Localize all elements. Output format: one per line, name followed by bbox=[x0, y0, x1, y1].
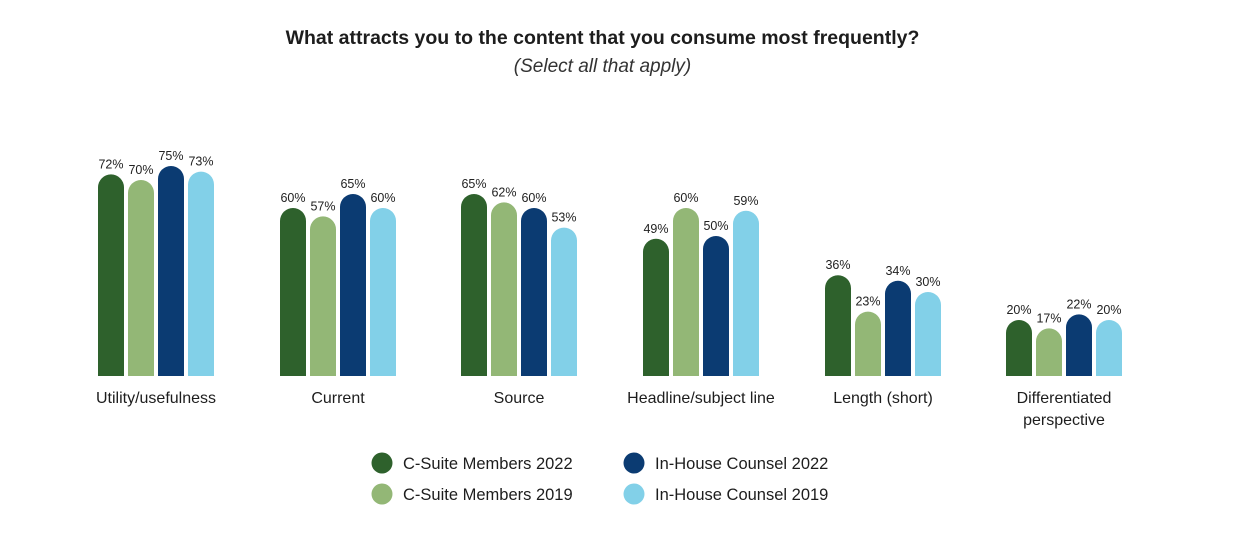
data-label: 36% bbox=[825, 258, 850, 272]
bar bbox=[521, 208, 547, 376]
category-label: Differentiated perspective bbox=[1017, 390, 1112, 429]
data-label: 30% bbox=[915, 275, 940, 289]
bar bbox=[885, 280, 911, 376]
category-label-line: Utility/usefulness bbox=[96, 390, 216, 407]
legend-item: C-Suite Members 2022 bbox=[371, 452, 573, 474]
bar bbox=[643, 238, 669, 376]
data-label: 62% bbox=[491, 185, 516, 199]
chart-subtitle: (Select all that apply) bbox=[513, 56, 692, 77]
category-label-line: Length (short) bbox=[833, 390, 933, 407]
data-label: 22% bbox=[1066, 297, 1091, 311]
bar bbox=[370, 208, 396, 376]
data-label: 20% bbox=[1006, 303, 1031, 317]
category-label-line: perspective bbox=[1023, 412, 1105, 429]
data-label: 73% bbox=[188, 155, 213, 169]
data-label: 50% bbox=[703, 219, 728, 233]
bar-group: 65% 62% 60% 53% Source bbox=[461, 177, 577, 407]
category-label-line: Source bbox=[494, 390, 545, 407]
bar bbox=[915, 292, 941, 376]
bar bbox=[310, 216, 336, 376]
category-label-line: Current bbox=[311, 390, 365, 407]
bar bbox=[1036, 328, 1062, 376]
data-label: 49% bbox=[643, 222, 668, 236]
bar-group: 36% 23% 34% 30% Length (short) bbox=[825, 258, 941, 407]
data-label: 17% bbox=[1036, 311, 1061, 325]
bar bbox=[673, 208, 699, 376]
data-label: 65% bbox=[461, 177, 486, 191]
bar bbox=[703, 236, 729, 376]
legend-label: C-Suite Members 2019 bbox=[403, 486, 573, 504]
category-label-line: Differentiated bbox=[1017, 390, 1112, 407]
bar bbox=[825, 275, 851, 376]
legend: C-Suite Members 2022 C-Suite Members 2019… bbox=[371, 452, 828, 505]
data-label: 23% bbox=[855, 295, 880, 309]
bar bbox=[98, 174, 124, 376]
bar bbox=[1096, 320, 1122, 376]
legend-swatch bbox=[371, 483, 393, 505]
legend-label: C-Suite Members 2022 bbox=[403, 455, 573, 473]
legend-swatch bbox=[623, 483, 645, 505]
bar bbox=[158, 166, 184, 376]
legend-item: In-House Counsel 2019 bbox=[623, 483, 828, 505]
bar bbox=[551, 227, 577, 376]
data-label: 65% bbox=[340, 177, 365, 191]
bar-group: 60% 57% 65% 60% Current bbox=[280, 177, 396, 407]
bar bbox=[280, 208, 306, 376]
legend-label: In-House Counsel 2019 bbox=[655, 486, 828, 504]
category-label: Headline/subject line bbox=[627, 390, 775, 407]
data-label: 59% bbox=[733, 194, 758, 208]
data-label: 75% bbox=[158, 149, 183, 163]
bar-group: 72% 70% 75% 73% Utility/usefulness bbox=[96, 149, 216, 407]
bar bbox=[188, 171, 214, 376]
data-label: 20% bbox=[1096, 303, 1121, 317]
bar-group: 20% 17% 22% 20% Differentiated perspective bbox=[1006, 297, 1122, 429]
data-label: 70% bbox=[128, 163, 153, 177]
category-label-line: Headline/subject line bbox=[627, 390, 775, 407]
data-label: 53% bbox=[551, 211, 576, 225]
bar bbox=[733, 210, 759, 376]
bar bbox=[128, 180, 154, 376]
data-label: 60% bbox=[280, 191, 305, 205]
bar bbox=[491, 202, 517, 376]
category-label: Length (short) bbox=[833, 390, 933, 407]
data-label: 60% bbox=[370, 191, 395, 205]
legend-swatch bbox=[623, 452, 645, 474]
data-label: 60% bbox=[521, 191, 546, 205]
category-label: Source bbox=[494, 390, 545, 407]
chart-title: What attracts you to the content that yo… bbox=[285, 27, 920, 49]
bar bbox=[1006, 320, 1032, 376]
legend-label: In-House Counsel 2022 bbox=[655, 455, 828, 473]
data-label: 57% bbox=[310, 199, 335, 213]
category-label: Current bbox=[311, 390, 365, 407]
data-label: 34% bbox=[885, 264, 910, 278]
bar bbox=[461, 194, 487, 376]
bar-group: 49% 60% 50% 59% Headline/subject line bbox=[627, 191, 775, 407]
data-label: 72% bbox=[98, 157, 123, 171]
category-label: Utility/usefulness bbox=[96, 390, 216, 407]
bar bbox=[855, 311, 881, 376]
legend-item: C-Suite Members 2019 bbox=[371, 483, 573, 505]
bar bbox=[1066, 314, 1092, 376]
legend-item: In-House Counsel 2022 bbox=[623, 452, 828, 474]
legend-swatch bbox=[371, 452, 393, 474]
data-label: 60% bbox=[673, 191, 698, 205]
bar bbox=[340, 194, 366, 376]
